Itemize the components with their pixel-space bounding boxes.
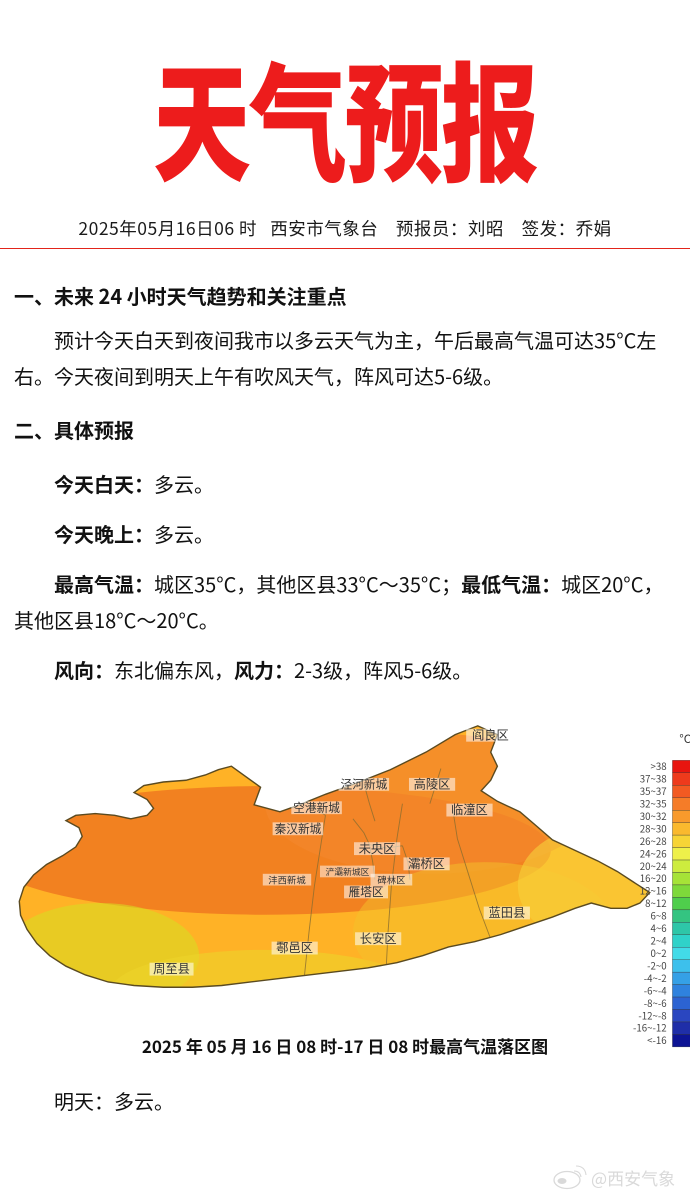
svg-text:周至县: 周至县 [153, 959, 190, 977]
svg-text:临潼区: 临潼区 [451, 800, 488, 818]
svg-text:秦汉新城: 秦汉新城 [275, 820, 322, 837]
svg-text:泾河新城: 泾河新城 [341, 775, 388, 792]
svg-text:°C: °C [679, 730, 690, 747]
svg-text:雁塔区: 雁塔区 [349, 883, 384, 900]
svg-text:浐灞新城区: 浐灞新城区 [326, 865, 370, 878]
svg-text:未央区: 未央区 [359, 839, 396, 857]
svg-text:鄠邑区: 鄠邑区 [276, 938, 313, 956]
svg-text:沣西新城: 沣西新城 [268, 873, 306, 887]
svg-text:高陵区: 高陵区 [414, 774, 451, 792]
svg-text:灞桥区: 灞桥区 [408, 854, 445, 872]
svg-text:蓝田县: 蓝田县 [488, 903, 525, 921]
svg-text:长安区: 长安区 [360, 929, 397, 947]
svg-text:阎良区: 阎良区 [472, 725, 509, 743]
svg-text:@西安气象: @西安气象 [591, 1165, 675, 1190]
svg-text:空港新城: 空港新城 [293, 799, 340, 816]
